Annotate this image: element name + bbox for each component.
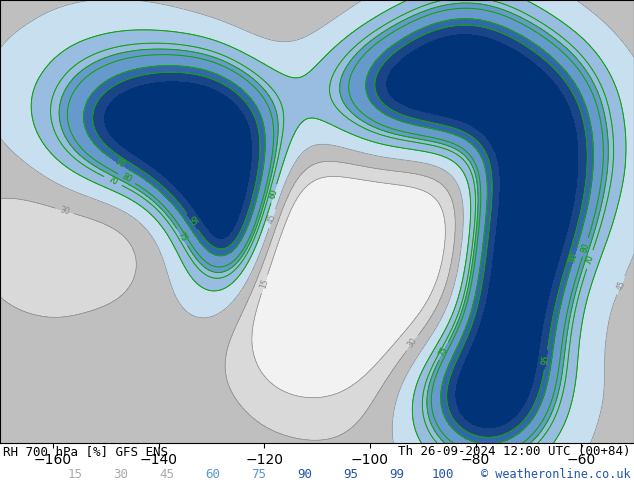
Text: 15: 15 — [67, 468, 82, 481]
Text: 70: 70 — [107, 175, 119, 187]
Text: 90: 90 — [568, 251, 579, 263]
Text: Th 26-09-2024 12:00 UTC (00+84): Th 26-09-2024 12:00 UTC (00+84) — [399, 445, 631, 459]
Text: 90: 90 — [568, 251, 579, 263]
Text: 70: 70 — [584, 253, 596, 266]
Text: 95: 95 — [186, 215, 198, 228]
Text: 95: 95 — [186, 215, 198, 228]
Text: 30: 30 — [59, 205, 71, 217]
Text: 80: 80 — [579, 241, 591, 253]
Text: 30: 30 — [406, 336, 419, 349]
Text: 75: 75 — [252, 468, 266, 481]
Text: 90: 90 — [113, 158, 126, 171]
Text: 15: 15 — [259, 278, 270, 290]
Text: 30: 30 — [113, 468, 129, 481]
Text: 75: 75 — [176, 231, 189, 244]
Text: 100: 100 — [432, 468, 454, 481]
Text: 95: 95 — [541, 354, 552, 365]
Text: 45: 45 — [266, 213, 278, 225]
Text: 70: 70 — [107, 175, 119, 187]
Text: 80: 80 — [579, 241, 591, 253]
Text: 60: 60 — [205, 468, 221, 481]
Text: 75: 75 — [437, 344, 450, 357]
Text: 80: 80 — [120, 172, 133, 185]
Text: 60: 60 — [268, 188, 280, 199]
Text: 45: 45 — [615, 279, 627, 292]
Text: 90: 90 — [113, 158, 126, 171]
Text: 75: 75 — [176, 231, 189, 244]
Text: 60: 60 — [268, 188, 280, 199]
Text: 95: 95 — [344, 468, 358, 481]
Text: RH 700 hPa [%] GFS ENS: RH 700 hPa [%] GFS ENS — [3, 445, 168, 459]
Text: 75: 75 — [437, 344, 450, 357]
Text: 80: 80 — [120, 172, 133, 185]
Text: 90: 90 — [297, 468, 313, 481]
Text: 95: 95 — [541, 354, 552, 365]
Text: 70: 70 — [584, 253, 596, 266]
Text: 45: 45 — [160, 468, 174, 481]
Text: © weatheronline.co.uk: © weatheronline.co.uk — [481, 468, 631, 481]
Text: 99: 99 — [389, 468, 404, 481]
